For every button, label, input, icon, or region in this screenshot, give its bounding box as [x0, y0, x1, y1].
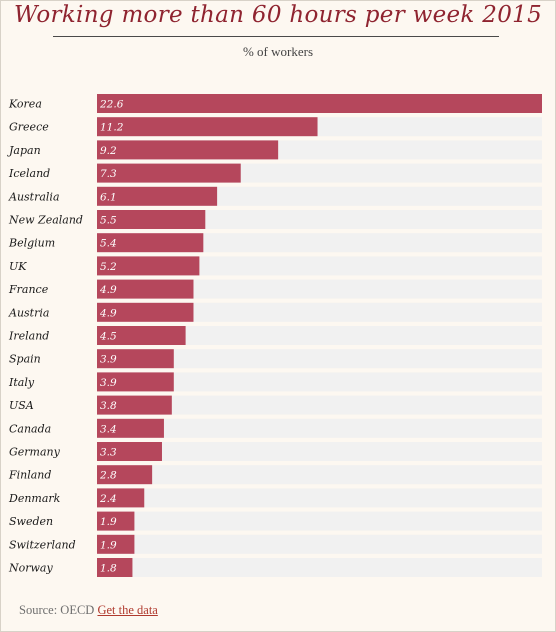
bar-greece — [97, 117, 318, 137]
bar-france — [97, 279, 194, 299]
bar-denmark — [97, 488, 145, 508]
bar-track — [97, 233, 542, 253]
category-label: Australia — [8, 190, 60, 203]
value-label: 4.9 — [99, 284, 117, 296]
value-label: 1.8 — [100, 563, 117, 575]
bar-japan — [97, 140, 279, 160]
category-label: Spain — [9, 353, 41, 366]
chart-subtitle: % of workers — [242, 44, 314, 59]
bar-sweden — [97, 511, 135, 531]
bar-track — [97, 210, 542, 229]
category-label: Ireland — [8, 330, 49, 343]
category-label: UK — [9, 260, 27, 273]
category-label: Finland — [8, 469, 51, 482]
value-label: 2.4 — [99, 493, 117, 505]
bar-track — [97, 465, 542, 485]
value-label: 2.8 — [99, 470, 117, 482]
bar-belgium — [97, 233, 204, 253]
chart-title: Working more than 60 hours per week 2015 — [13, 2, 543, 28]
category-label: Germany — [9, 446, 61, 459]
bar-track — [97, 488, 542, 508]
bar-spain — [97, 349, 174, 369]
bar-track — [97, 558, 542, 577]
value-label: 3.9 — [100, 354, 117, 366]
bar-track — [97, 395, 542, 415]
bar-track — [97, 326, 542, 345]
bar-track — [97, 511, 542, 531]
bar-track — [97, 256, 542, 276]
value-label: 3.3 — [100, 447, 117, 459]
bar-usa — [97, 395, 172, 415]
bar-finland — [97, 465, 153, 485]
category-label: Korea — [8, 98, 42, 111]
get-the-data-link[interactable]: Get the data — [97, 603, 158, 617]
value-label: 1.9 — [100, 516, 117, 528]
value-label: 22.6 — [99, 99, 124, 111]
bar-germany — [97, 442, 162, 461]
bar-track — [97, 534, 542, 554]
bar-italy — [97, 372, 174, 392]
bar-australia — [97, 186, 218, 206]
bar-iceland — [97, 163, 241, 183]
source-note: Source: OECD Get the data — [19, 603, 158, 618]
bar-track — [97, 442, 542, 461]
category-label: Switzerland — [9, 538, 76, 551]
value-label: 3.4 — [100, 423, 117, 435]
value-label: 11.2 — [100, 122, 124, 134]
title-divider — [53, 36, 499, 37]
category-label: Italy — [8, 376, 35, 389]
bar-track — [97, 302, 542, 322]
bar-korea — [97, 94, 542, 113]
value-label: 1.9 — [100, 539, 117, 551]
bar-uk — [97, 256, 200, 276]
source-text: Source: OECD — [19, 603, 95, 617]
bar-switzerland — [97, 534, 135, 554]
bar-austria — [97, 302, 194, 322]
value-label: 3.9 — [100, 377, 117, 389]
category-label: France — [8, 283, 49, 296]
bar-new-zealand — [97, 210, 206, 229]
bar-track — [97, 418, 542, 438]
category-label: Austria — [8, 306, 49, 319]
bar-ireland — [97, 326, 186, 345]
category-label: Canada — [9, 422, 51, 435]
category-label: Denmark — [8, 492, 61, 505]
category-label: New Zealand — [8, 214, 83, 227]
category-label: Sweden — [9, 515, 53, 528]
value-label: 3.8 — [100, 400, 117, 412]
bar-track — [97, 372, 542, 392]
category-label: Belgium — [8, 237, 55, 250]
value-label: 9.2 — [100, 145, 117, 157]
value-label: 5.2 — [100, 261, 117, 273]
category-label: Iceland — [8, 167, 50, 180]
bar-track — [97, 349, 542, 369]
value-label: 5.4 — [100, 238, 117, 250]
bar-canada — [97, 418, 164, 438]
value-label: 6.1 — [100, 191, 117, 203]
bar-norway — [97, 558, 133, 577]
value-label: 5.5 — [100, 215, 117, 227]
value-label: 4.9 — [99, 307, 117, 319]
category-label: Japan — [7, 144, 41, 157]
bar-track — [97, 279, 542, 299]
value-label: 7.3 — [100, 168, 117, 180]
category-label: Greece — [9, 121, 49, 134]
category-label: USA — [9, 399, 34, 412]
category-label: Norway — [8, 562, 53, 575]
value-label: 4.5 — [99, 331, 117, 343]
